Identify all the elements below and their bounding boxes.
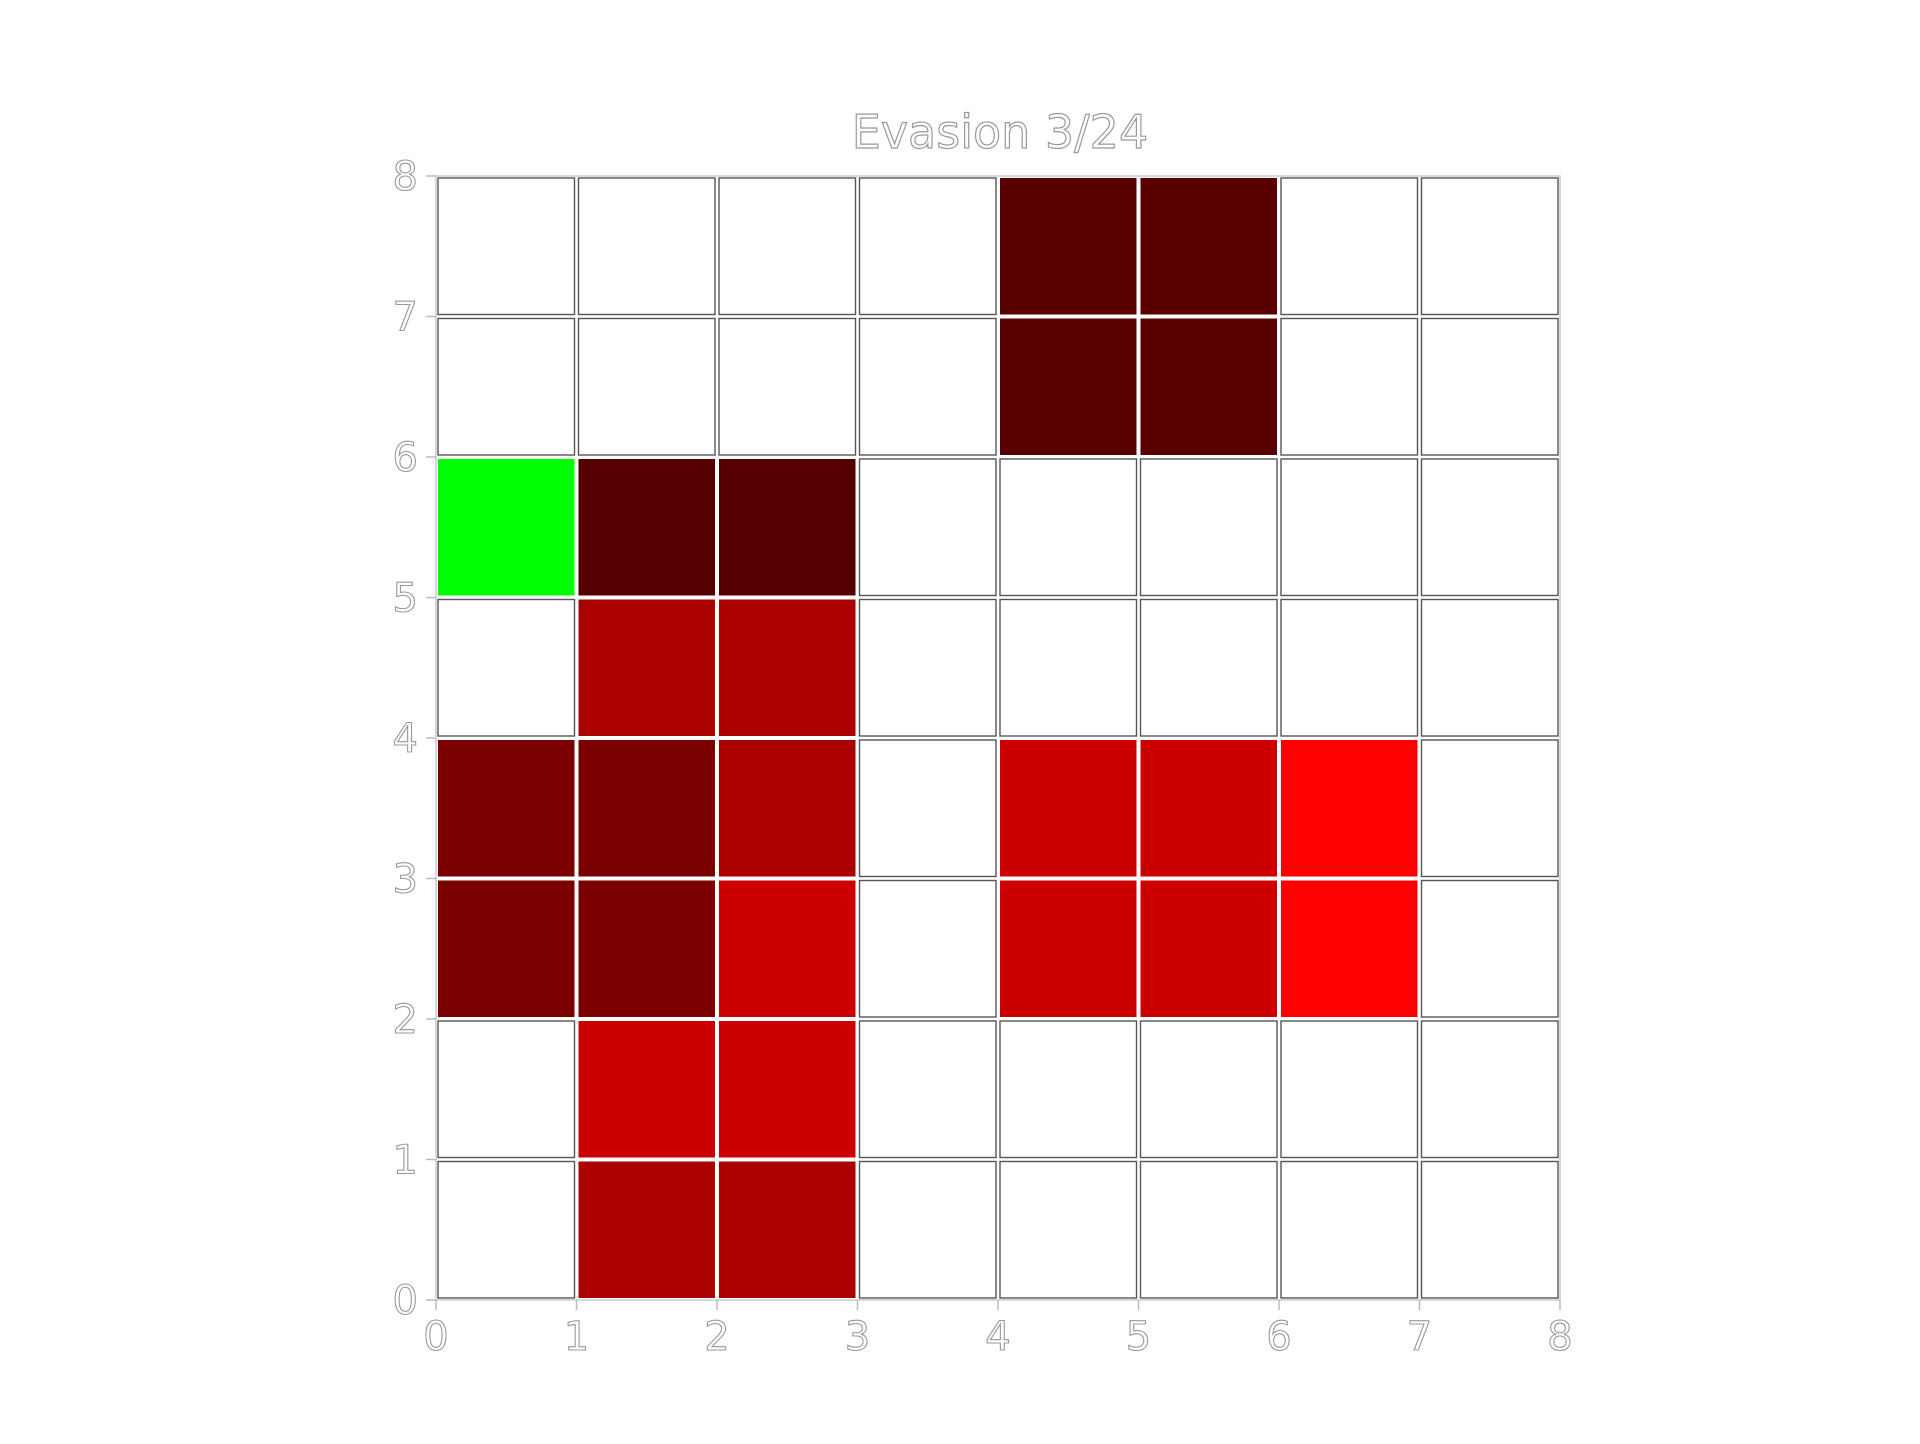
y-tick-label-4: 4	[393, 716, 418, 762]
board-cell-3-5	[858, 458, 997, 597]
board-cell-5-0	[1139, 1160, 1278, 1299]
x-tick-label-5: 5	[1126, 1314, 1151, 1360]
board-cell-6-6	[1280, 317, 1419, 456]
board-cell-6-1	[1280, 1020, 1419, 1159]
board-cell-2-6	[718, 317, 857, 456]
y-tick-label-0: 0	[393, 1278, 418, 1324]
board-cell-6-7	[1280, 177, 1419, 316]
board-cell-0-6	[437, 317, 576, 456]
board-cell-7-0	[1420, 1160, 1559, 1299]
y-tick-label-1: 1	[393, 1138, 418, 1184]
board-cell-1-5	[578, 459, 715, 596]
board-cell-4-6	[1000, 318, 1137, 455]
board-cell-3-0	[858, 1160, 997, 1299]
board-cell-5-5	[1139, 458, 1278, 597]
board-cell-6-5	[1280, 458, 1419, 597]
board-cell-1-6	[577, 317, 716, 456]
board-cell-3-3	[858, 739, 997, 878]
board-cell-1-3	[578, 740, 715, 877]
board-cell-4-4	[999, 598, 1138, 737]
board-cell-1-7	[577, 177, 716, 316]
board-cell-7-5	[1420, 458, 1559, 597]
board-title: Evasion 3/24	[852, 105, 1148, 159]
y-tick-label-7: 7	[393, 295, 418, 341]
board-cell-7-2	[1420, 879, 1559, 1018]
board-cell-6-3	[1281, 740, 1418, 877]
cells-layer	[437, 177, 1559, 1299]
board-cell-0-5	[438, 459, 575, 596]
y-tick-label-5: 5	[393, 576, 418, 622]
y-tick-label-8: 8	[393, 154, 418, 200]
board-cell-3-2	[858, 879, 997, 1018]
board-cell-2-2	[719, 880, 856, 1017]
axes-layer: 0 1 2 3 4 5 6 7 8 0 1 2 3 4 5 6 7 8	[392, 153, 1573, 1360]
board-cell-0-4	[437, 598, 576, 737]
board-cell-7-3	[1420, 739, 1559, 878]
board-cell-1-1	[578, 1021, 715, 1158]
board-cell-0-3	[438, 740, 575, 877]
x-tick-label-6: 6	[1266, 1314, 1291, 1360]
board-cell-2-5	[719, 459, 856, 596]
board-cell-6-2	[1281, 880, 1418, 1017]
x-tick-label-4: 4	[985, 1314, 1010, 1360]
board-cell-6-0	[1280, 1160, 1419, 1299]
board-cell-5-1	[1139, 1020, 1278, 1159]
board-cell-1-4	[578, 599, 715, 736]
board-cell-4-7	[1000, 178, 1137, 315]
board-cell-4-2	[1000, 880, 1137, 1017]
y-tick-label-2: 2	[393, 997, 418, 1043]
board-cell-2-3	[719, 740, 856, 877]
board-cell-7-7	[1420, 177, 1559, 316]
board-cell-0-1	[437, 1020, 576, 1159]
board-cell-5-7	[1140, 178, 1277, 315]
board-cell-0-2	[438, 880, 575, 1017]
board-cell-0-0	[437, 1160, 576, 1299]
board-cell-7-1	[1420, 1020, 1559, 1159]
board-cell-4-3	[1000, 740, 1137, 877]
board-cell-4-0	[999, 1160, 1138, 1299]
board-cell-2-4	[719, 599, 856, 736]
board-cell-3-7	[858, 177, 997, 316]
board-cell-7-4	[1420, 598, 1559, 737]
board-cell-1-2	[578, 880, 715, 1017]
board-cell-7-6	[1420, 317, 1559, 456]
y-tick-label-6: 6	[393, 435, 418, 481]
x-tick-label-0: 0	[423, 1314, 448, 1360]
board-cell-2-0	[719, 1161, 856, 1298]
board-cell-5-3	[1140, 740, 1277, 877]
board-cell-5-4	[1139, 598, 1278, 737]
board-cell-5-2	[1140, 880, 1277, 1017]
board-cell-4-1	[999, 1020, 1138, 1159]
board-cell-2-7	[718, 177, 857, 316]
x-tick-label-2: 2	[704, 1314, 729, 1360]
board-cell-2-1	[719, 1021, 856, 1158]
x-tick-label-8: 8	[1547, 1314, 1572, 1360]
x-tick-label-3: 3	[845, 1314, 870, 1360]
board-cell-3-1	[858, 1020, 997, 1159]
board-cell-4-5	[999, 458, 1138, 597]
x-tick-label-1: 1	[564, 1314, 589, 1360]
board-cell-3-4	[858, 598, 997, 737]
x-tick-label-7: 7	[1407, 1314, 1432, 1360]
y-tick-label-3: 3	[393, 857, 418, 903]
board-cell-0-7	[437, 177, 576, 316]
board-cell-3-6	[858, 317, 997, 456]
board-cell-6-4	[1280, 598, 1419, 737]
board-cell-5-6	[1140, 318, 1277, 455]
board-cell-1-0	[578, 1161, 715, 1298]
